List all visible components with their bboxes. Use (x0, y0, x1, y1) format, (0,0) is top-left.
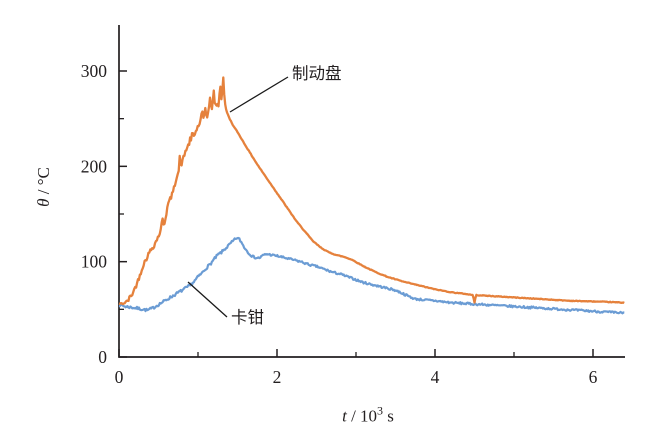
x-tick-label: 2 (273, 367, 282, 387)
y-tick-label: 100 (81, 252, 108, 272)
x-axis-unit: s (383, 406, 394, 426)
y-tick-label: 0 (98, 347, 107, 367)
y-axis-title: θ / °C (34, 167, 54, 207)
y-axis-unit: / °C (34, 167, 53, 199)
x-axis-mid: / 10 (346, 406, 378, 426)
x-axis-exponent: 3 (377, 403, 384, 418)
caliper-leader-line (187, 281, 228, 318)
y-tick-label: 200 (81, 156, 108, 176)
caliper-label: 卡钳 (231, 308, 264, 327)
y-tick-label: 300 (81, 61, 108, 81)
caliper-curve (118, 236, 625, 315)
x-axis-symbol: t (342, 406, 347, 426)
y-axis-symbol: θ (34, 198, 53, 207)
x-tick-label: 6 (589, 367, 598, 387)
x-axis-title: t / 103 s (342, 404, 394, 427)
x-tick-label: 4 (431, 367, 440, 387)
brake-disc-curve (118, 76, 625, 306)
x-tick-label: 0 (115, 367, 124, 387)
brake-disc-leader-line (229, 76, 289, 113)
brake-disc-label: 制动盘 (292, 64, 342, 83)
